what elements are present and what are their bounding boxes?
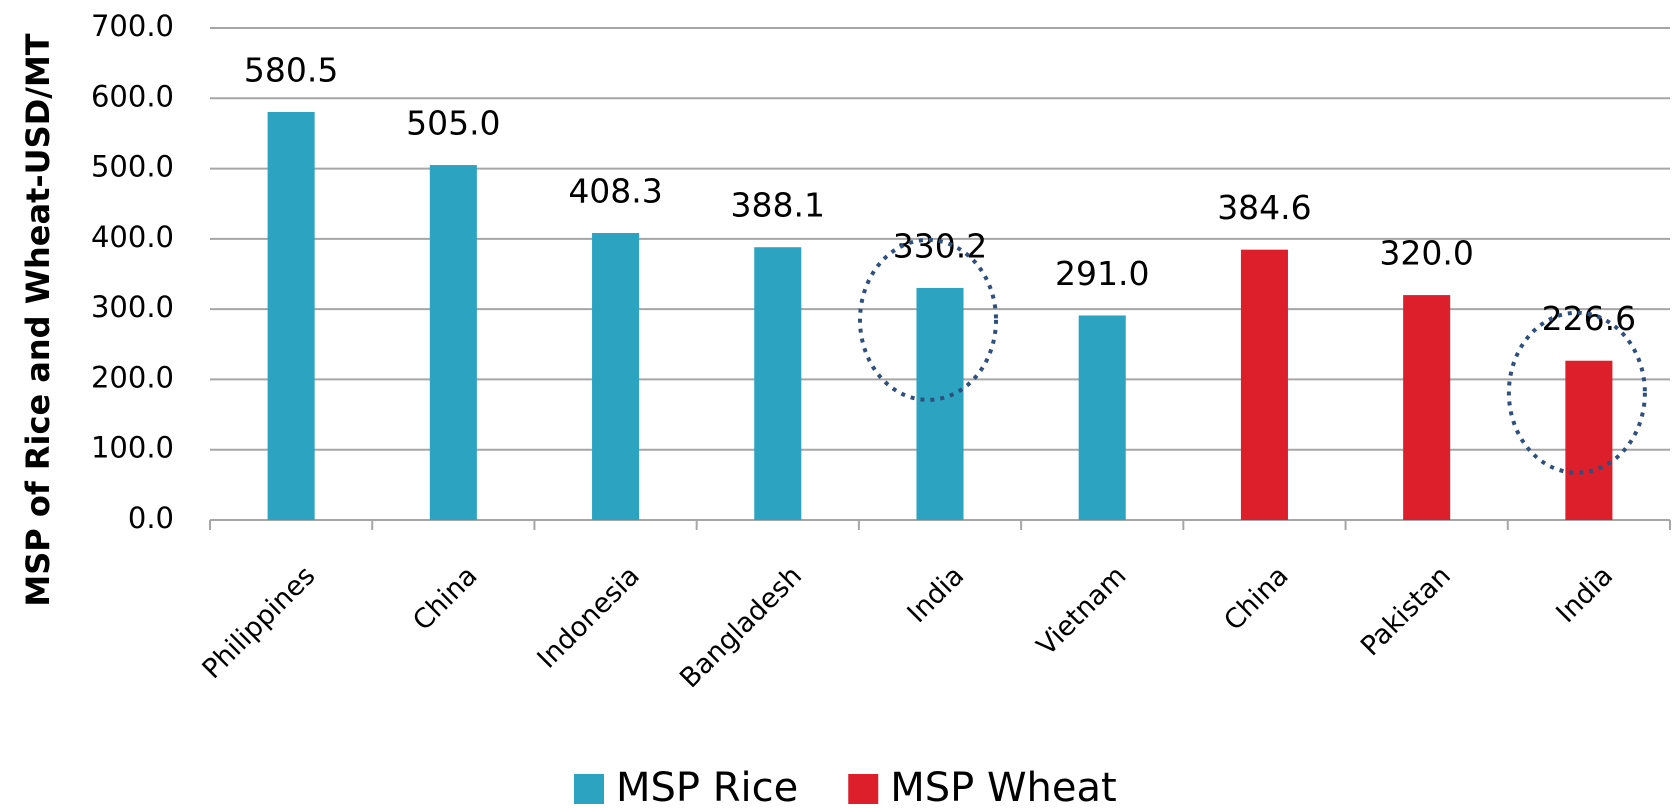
data-label: 505.0 xyxy=(406,104,500,143)
bar xyxy=(429,165,477,521)
data-label: 388.1 xyxy=(731,186,825,225)
data-label: 330.2 xyxy=(893,226,987,265)
bar xyxy=(916,287,964,520)
legend-swatch xyxy=(848,774,879,804)
bar xyxy=(1078,315,1126,520)
bar xyxy=(592,233,640,520)
annotation-circle xyxy=(858,237,998,402)
annotation-circle xyxy=(1506,310,1647,475)
data-label: 320.0 xyxy=(1379,234,1473,273)
x-tick-label: Pakistan xyxy=(1355,560,1457,662)
data-label: 291.0 xyxy=(1055,254,1149,293)
x-tick-label: Indonesia xyxy=(532,560,646,674)
y-tick-label: 700.0 xyxy=(91,9,174,43)
data-label: 580.5 xyxy=(244,50,338,89)
data-label: 226.6 xyxy=(1542,299,1636,338)
x-tick-label: Vietnam xyxy=(1031,560,1133,662)
y-tick-label: 0.0 xyxy=(128,501,174,535)
data-label: 408.3 xyxy=(568,172,662,211)
y-tick-label: 500.0 xyxy=(91,150,174,184)
x-tick-label: India xyxy=(1550,560,1619,629)
bar xyxy=(1565,360,1613,520)
y-tick-label: 600.0 xyxy=(91,79,174,113)
legend-label: MSP Wheat xyxy=(890,765,1116,811)
y-tick-label: 200.0 xyxy=(91,360,174,394)
x-tick-label: Bangladesh xyxy=(674,560,808,694)
legend-label: MSP Rice xyxy=(616,765,798,811)
y-tick-label: 300.0 xyxy=(91,290,174,324)
x-tick-label: China xyxy=(407,560,483,636)
bar xyxy=(1403,295,1451,520)
bar xyxy=(754,247,802,521)
x-tick-label: China xyxy=(1218,560,1294,636)
bar xyxy=(1240,249,1288,520)
y-tick-label: 400.0 xyxy=(91,220,174,254)
legend-swatch xyxy=(574,774,604,804)
y-axis-label: MSP of Rice and Wheat-USD/MT xyxy=(19,33,57,606)
x-tick-label: India xyxy=(901,560,970,629)
data-label: 384.6 xyxy=(1217,188,1311,227)
y-tick-label: 100.0 xyxy=(91,431,174,465)
x-tick-label: Philippines xyxy=(197,560,322,685)
bar xyxy=(267,111,315,521)
